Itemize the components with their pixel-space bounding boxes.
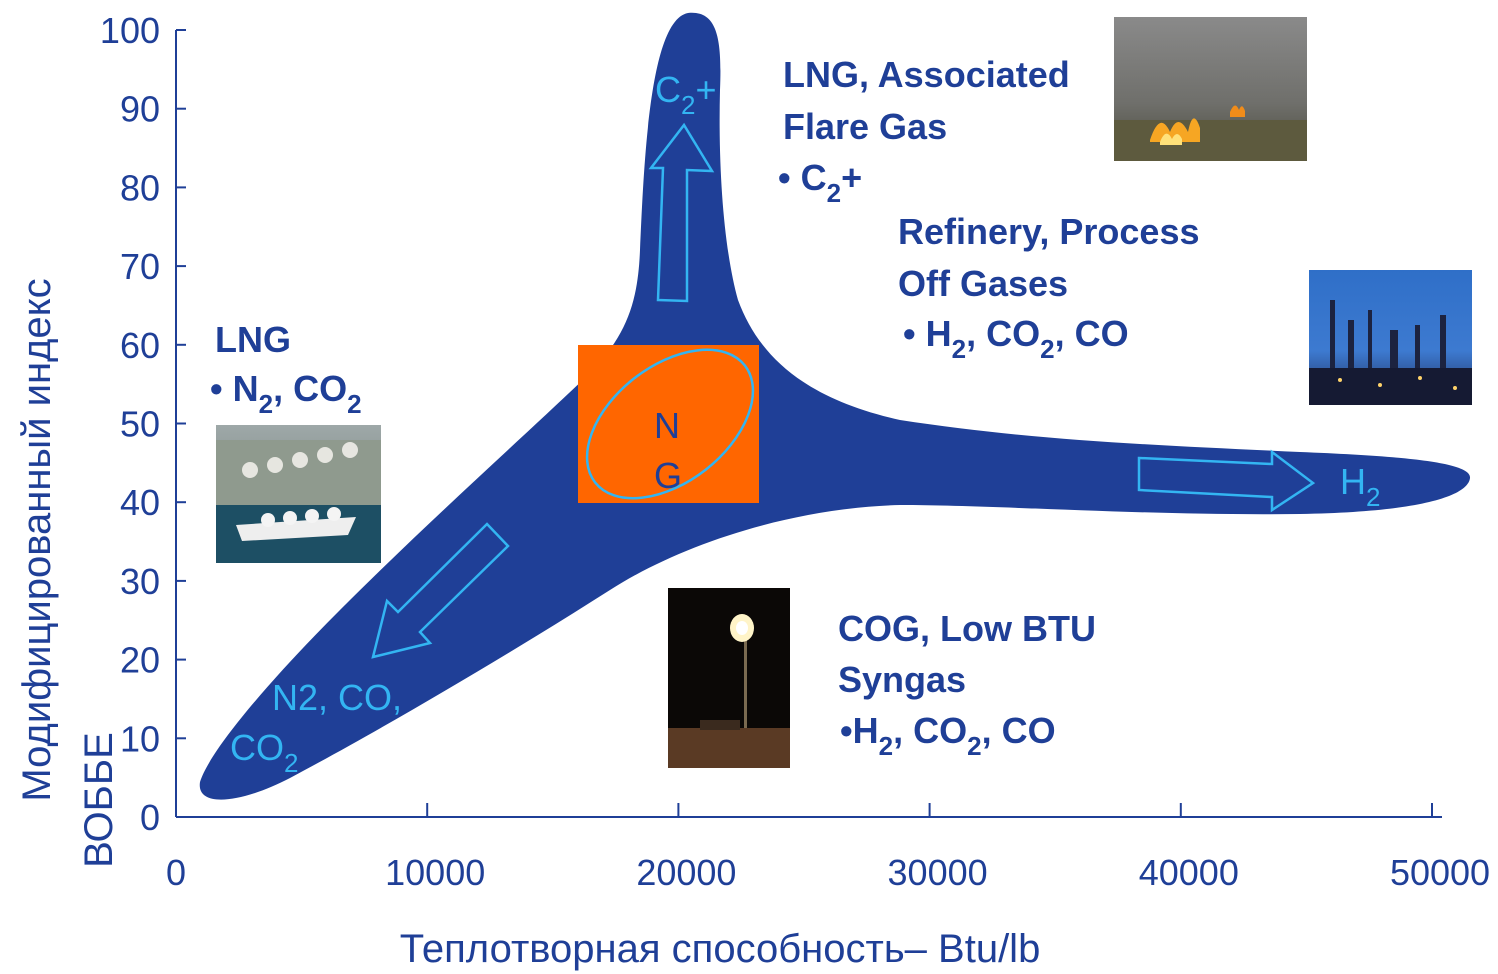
y-tick-label: 30	[120, 561, 160, 602]
annotation-lng-flare: LNG, Associated Flare Gas • C2+	[778, 54, 1070, 208]
y-tick-label: 50	[120, 404, 160, 445]
svg-text:• N2, CO2: • N2, CO2	[210, 368, 362, 419]
svg-text:•H2, CO2, CO: •H2, CO2, CO	[840, 710, 1056, 761]
flare-fire-photo	[1114, 17, 1307, 161]
x-axis-title: Теплотворная способность– Btu/lb	[400, 927, 1041, 971]
c2plus-direction-label: C2+	[655, 69, 717, 120]
svg-text:• H2, CO2, CO: • H2, CO2, CO	[903, 313, 1129, 364]
y-tick-label: 90	[120, 89, 160, 130]
svg-text:LNG: LNG	[215, 319, 291, 360]
y-tick-label: 70	[120, 246, 160, 287]
natural-gas-box	[578, 345, 759, 503]
axes: 0 10000 20000 30000 40000 50000 0 10 20 30 40 50 60 7…	[100, 10, 1490, 893]
gas-region-shape	[199, 12, 1471, 800]
y-tick-label: 0	[140, 797, 160, 838]
n2-co-direction-label: N2, CO,	[272, 677, 402, 718]
annotation-lng: LNG • N2, CO2	[210, 319, 362, 419]
x-tick-label: 40000	[1139, 852, 1239, 893]
co2-direction-label: CO2	[230, 727, 298, 778]
x-tick-label: 10000	[385, 852, 485, 893]
x-tick-label: 20000	[636, 852, 736, 893]
svg-text:COG, Low BTU: COG, Low BTU	[838, 608, 1096, 649]
svg-text:Syngas: Syngas	[838, 659, 966, 700]
h2-direction-label: H2	[1340, 461, 1380, 512]
svg-text:LNG, Associated: LNG, Associated	[783, 54, 1070, 95]
annotation-refinery: Refinery, Process Off Gases • H2, CO2, C…	[898, 211, 1199, 364]
y-tick-label: 60	[120, 325, 160, 366]
svg-text:Flare Gas: Flare Gas	[783, 106, 947, 147]
ng-label-n: N	[654, 405, 680, 446]
x-tick-label: 50000	[1390, 852, 1490, 893]
ng-label-g: G	[654, 455, 682, 496]
y-tick-label: 40	[120, 482, 160, 523]
annotation-cog: COG, Low BTU Syngas •H2, CO2, CO	[838, 608, 1096, 761]
svg-text:Off Gases: Off Gases	[898, 263, 1068, 304]
y-axis-title-line2: ВОББЕ	[77, 732, 121, 868]
y-tick-label: 20	[120, 640, 160, 681]
svg-text:• C2+: • C2+	[778, 157, 862, 208]
night-flare-photo	[668, 588, 790, 768]
x-tick-label: 30000	[888, 852, 988, 893]
y-tick-label: 80	[120, 167, 160, 208]
arrow-right-icon	[1137, 449, 1316, 513]
x-tick-label: 0	[166, 852, 186, 893]
refinery-photo	[1309, 270, 1472, 405]
y-tick-label: 10	[120, 718, 160, 759]
y-axis-title-line1: Модифицированный индекс	[15, 278, 59, 801]
arrow-up-icon	[648, 122, 715, 303]
arrow-down-left-icon	[371, 522, 510, 659]
lng-terminal-photo	[216, 425, 381, 563]
y-tick-label: 100	[100, 10, 160, 51]
natural-gas-ellipse	[585, 348, 755, 500]
svg-text:Refinery, Process: Refinery, Process	[898, 211, 1199, 252]
